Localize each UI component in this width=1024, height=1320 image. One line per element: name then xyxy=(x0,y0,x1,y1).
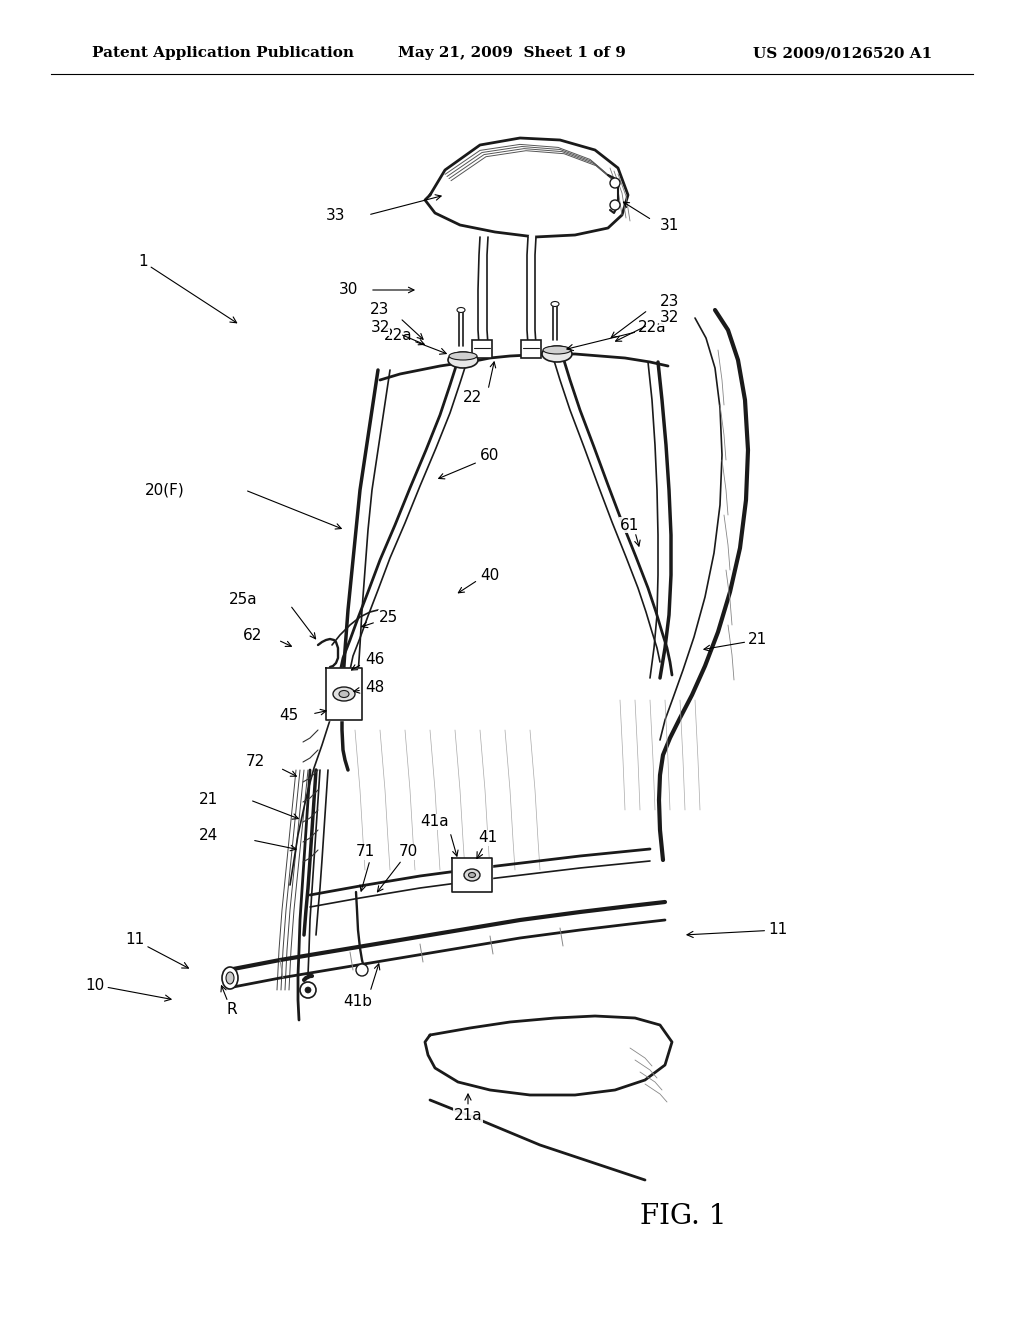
Circle shape xyxy=(356,964,368,975)
Text: 48: 48 xyxy=(366,681,385,696)
Text: 30: 30 xyxy=(338,282,357,297)
Text: 21: 21 xyxy=(199,792,218,808)
Text: 32: 32 xyxy=(371,321,390,335)
Text: 45: 45 xyxy=(279,708,298,722)
Ellipse shape xyxy=(469,873,475,878)
Text: 23: 23 xyxy=(660,294,679,309)
Text: 22a: 22a xyxy=(567,321,667,351)
Ellipse shape xyxy=(449,352,478,368)
Ellipse shape xyxy=(226,972,234,983)
Text: 20(F): 20(F) xyxy=(145,483,185,498)
Text: 41a: 41a xyxy=(421,814,450,829)
Text: 71: 71 xyxy=(355,845,375,859)
Text: 22a: 22a xyxy=(384,327,446,354)
Text: 25: 25 xyxy=(379,610,397,626)
Text: May 21, 2009  Sheet 1 of 9: May 21, 2009 Sheet 1 of 9 xyxy=(398,46,626,61)
Circle shape xyxy=(300,982,316,998)
Polygon shape xyxy=(326,668,362,719)
Ellipse shape xyxy=(542,346,572,362)
Ellipse shape xyxy=(333,686,355,701)
Text: 46: 46 xyxy=(366,652,385,668)
Text: 1: 1 xyxy=(138,255,237,323)
Text: 22: 22 xyxy=(463,391,481,405)
Text: 10: 10 xyxy=(85,978,171,1001)
Circle shape xyxy=(610,178,620,187)
Text: 72: 72 xyxy=(246,755,265,770)
Text: 41b: 41b xyxy=(343,994,373,1010)
Text: 61: 61 xyxy=(620,517,639,532)
Circle shape xyxy=(305,987,311,993)
Text: 40: 40 xyxy=(480,568,500,582)
Polygon shape xyxy=(425,1016,672,1096)
Text: 25a: 25a xyxy=(229,593,258,607)
Ellipse shape xyxy=(457,308,465,313)
Text: R: R xyxy=(226,1002,238,1018)
Ellipse shape xyxy=(449,352,477,360)
Ellipse shape xyxy=(543,346,571,354)
Text: 60: 60 xyxy=(480,447,500,462)
Polygon shape xyxy=(425,139,628,238)
Polygon shape xyxy=(452,858,492,892)
Text: 33: 33 xyxy=(326,207,345,223)
Text: Patent Application Publication: Patent Application Publication xyxy=(92,46,354,61)
Ellipse shape xyxy=(222,968,238,989)
Text: 70: 70 xyxy=(398,845,418,859)
Ellipse shape xyxy=(339,690,349,697)
Text: 31: 31 xyxy=(660,218,679,232)
Text: 11: 11 xyxy=(687,923,787,937)
Text: 11: 11 xyxy=(125,932,188,968)
Circle shape xyxy=(610,201,620,210)
Text: 21: 21 xyxy=(703,632,767,651)
Text: 23: 23 xyxy=(371,302,390,318)
Text: 41: 41 xyxy=(477,830,498,858)
Text: US 2009/0126520 A1: US 2009/0126520 A1 xyxy=(753,46,932,61)
Text: 32: 32 xyxy=(660,310,679,326)
Text: 24: 24 xyxy=(199,828,218,842)
Text: FIG. 1: FIG. 1 xyxy=(640,1203,726,1230)
Text: 62: 62 xyxy=(243,627,262,643)
Ellipse shape xyxy=(464,869,480,880)
FancyBboxPatch shape xyxy=(521,341,541,358)
Ellipse shape xyxy=(551,301,559,306)
FancyBboxPatch shape xyxy=(472,341,492,358)
Text: 21a: 21a xyxy=(454,1094,482,1122)
